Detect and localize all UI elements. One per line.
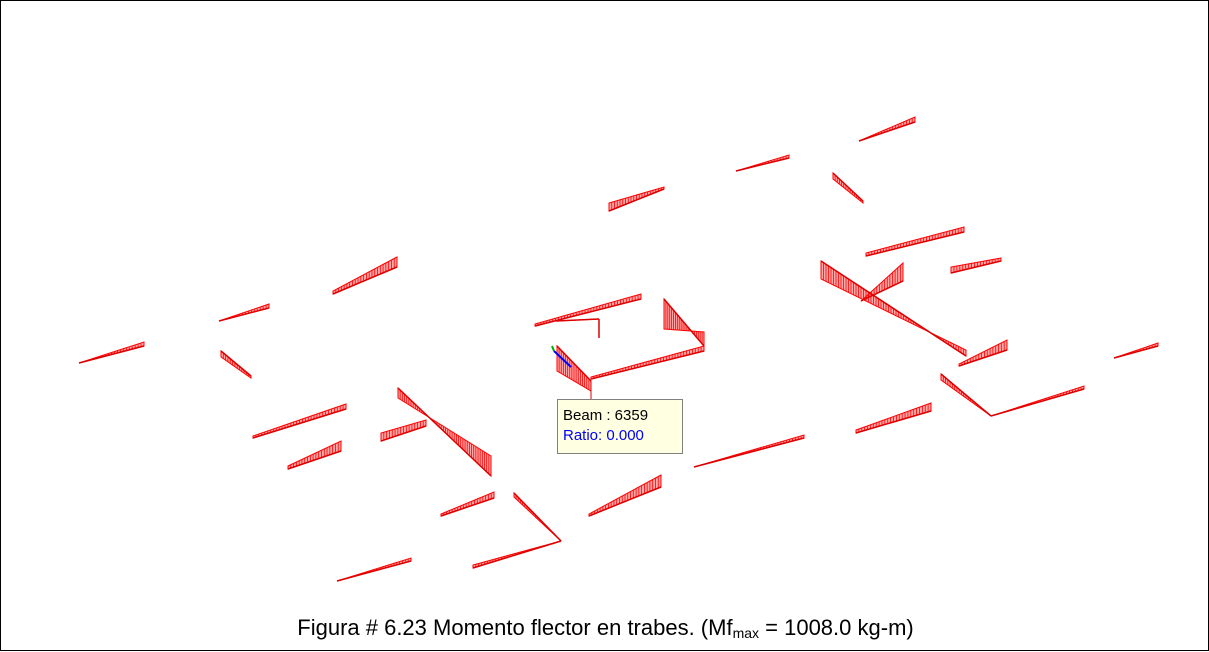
tooltip: Beam : 6359 Ratio: 0.000: [557, 399, 683, 454]
beam: [832, 172, 864, 202]
beam: [440, 497, 495, 517]
moment-diagram: [332, 256, 398, 295]
caption-text: Figura # 6.23 Momento flector en trabes.…: [297, 615, 733, 640]
beam: [590, 350, 705, 380]
beam: [588, 486, 662, 517]
beam: [735, 157, 790, 172]
beam: [990, 388, 1085, 417]
caption-rest: = 1008.0 kg-m): [759, 615, 914, 640]
beam: [860, 280, 904, 302]
beam: [855, 410, 932, 434]
moment-diagram: [287, 440, 342, 470]
beam: [332, 266, 398, 295]
beam: [950, 260, 1002, 274]
caption-subscript: max: [732, 625, 760, 641]
beam: [220, 350, 252, 377]
caption: Figura # 6.23 Momento flector en trabes.…: [1, 615, 1209, 641]
axis-y: [551, 345, 555, 352]
beam: [555, 318, 600, 322]
beam: [397, 387, 492, 477]
axis-x: [553, 350, 572, 368]
beam: [865, 231, 965, 257]
beam: [218, 307, 270, 322]
beam: [663, 298, 705, 347]
moment-diagram: [440, 491, 495, 517]
beam: [287, 450, 342, 470]
beam: [252, 408, 347, 439]
beam: [608, 188, 665, 212]
beam: [336, 560, 412, 582]
beam: [958, 349, 1008, 367]
beam: [556, 345, 592, 382]
beam: [858, 121, 916, 142]
beam: [1113, 345, 1159, 359]
beam: [472, 540, 562, 569]
beam: [693, 437, 805, 468]
beam: [380, 425, 427, 442]
beam: [513, 492, 562, 542]
tooltip-beam: Beam : 6359: [563, 407, 649, 424]
beam: [78, 345, 145, 364]
beam: [534, 298, 642, 327]
tooltip-ratio: Ratio: 0.000: [563, 427, 644, 444]
beam: [820, 260, 967, 357]
beam: [940, 373, 992, 417]
